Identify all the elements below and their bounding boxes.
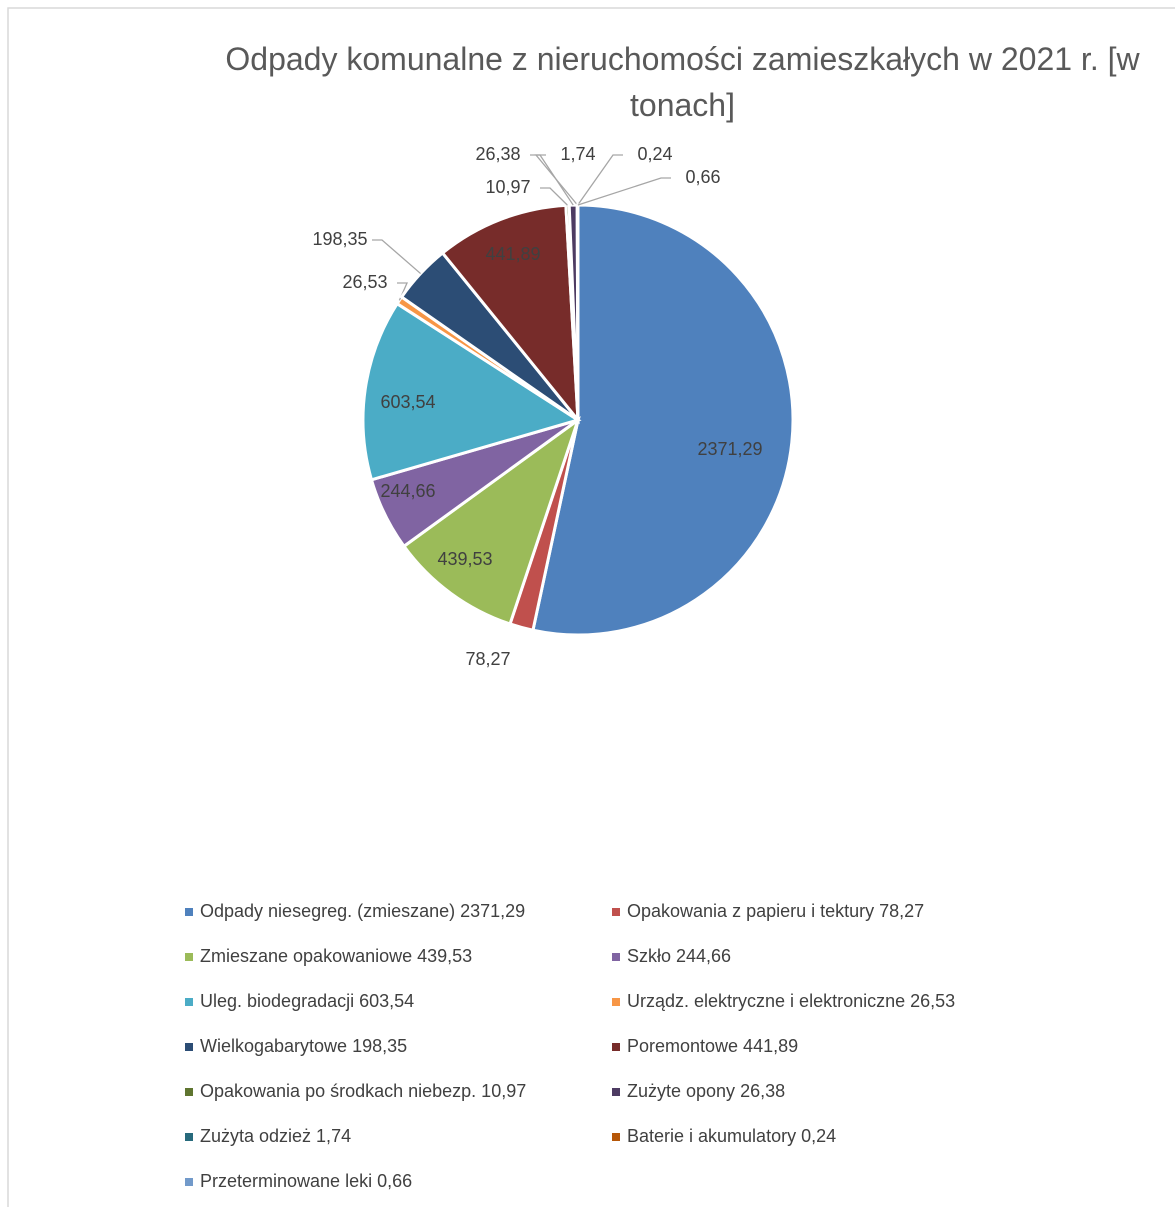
legend-swatch xyxy=(185,908,193,916)
leader-line xyxy=(372,239,422,275)
legend-label: Odpady niesegreg. (zmieszane) 2371,29 xyxy=(200,901,525,921)
data-label: 10,97 xyxy=(485,177,530,197)
legend-label: Opakowania z papieru i tektury 78,27 xyxy=(627,901,924,921)
legend-label: Opakowania po środkach niebezp. 10,97 xyxy=(200,1081,526,1101)
legend-label: Baterie i akumulatory 0,24 xyxy=(627,1126,836,1146)
legend-label: Szkło 244,66 xyxy=(627,946,731,966)
pie-slice xyxy=(401,416,581,626)
data-label: 2371,29 xyxy=(697,439,762,459)
data-label: 441,89 xyxy=(485,244,540,264)
legend-label: Wielkogabarytowe 198,35 xyxy=(200,1036,407,1056)
legend-swatch xyxy=(185,1043,193,1051)
legend-swatch xyxy=(612,1133,620,1141)
data-label: 244,66 xyxy=(380,481,435,501)
data-label: 603,54 xyxy=(380,392,435,412)
legend-label: Zużyta odzież 1,74 xyxy=(200,1126,351,1146)
data-label: 0,24 xyxy=(637,144,672,164)
data-label: 26,38 xyxy=(475,144,520,164)
pie-slice xyxy=(440,203,580,425)
pie-slice xyxy=(531,203,795,637)
legend-label: Zmieszane opakowaniowe 439,53 xyxy=(200,946,472,966)
legend-label: Przeterminowane leki 0,66 xyxy=(200,1171,412,1191)
legend-swatch xyxy=(612,908,620,916)
legend-swatch xyxy=(185,998,193,1006)
frame xyxy=(7,7,1175,1207)
pie-slice xyxy=(361,301,582,482)
data-label: 78,27 xyxy=(465,649,510,669)
legend-swatch xyxy=(185,1088,193,1096)
leader-line xyxy=(577,177,671,206)
legend-swatch xyxy=(612,1088,620,1096)
data-label: 0,66 xyxy=(685,167,720,187)
legend-swatch xyxy=(612,1043,620,1051)
data-label: 198,35 xyxy=(312,229,367,249)
legend-label: Zużyte opony 26,38 xyxy=(627,1081,785,1101)
data-label: 439,53 xyxy=(437,549,492,569)
chart-title: Odpady komunalne z nieruchomości zamiesz… xyxy=(225,41,1140,123)
legend-label: Urządz. elektryczne i elektroniczne 26,5… xyxy=(627,991,955,1011)
leader-line xyxy=(534,154,578,206)
legend-swatch xyxy=(185,953,193,961)
data-label: 26,53 xyxy=(342,272,387,292)
legend-swatch xyxy=(612,953,620,961)
leader-line xyxy=(577,154,623,206)
leader-line xyxy=(540,187,568,206)
legend-label: Uleg. biodegradacji 603,54 xyxy=(200,991,414,1011)
legend-swatch xyxy=(185,1178,193,1186)
data-label: 1,74 xyxy=(560,144,595,164)
legend-label: Poremontowe 441,89 xyxy=(627,1036,798,1056)
legend-swatch xyxy=(612,998,620,1006)
legend-swatch xyxy=(185,1133,193,1141)
